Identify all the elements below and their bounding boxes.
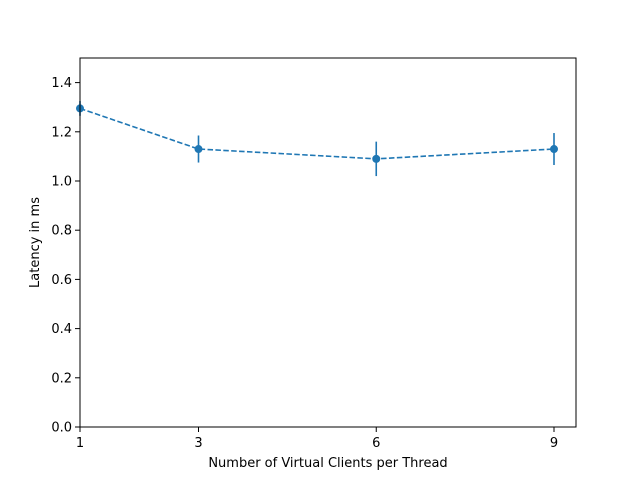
x-tick-label: 6 (372, 436, 380, 451)
series-layer (76, 101, 558, 177)
y-tick-label: 0.0 (51, 421, 72, 436)
y-axis-label: Latency in ms (28, 197, 43, 288)
x-tick-label: 3 (194, 436, 202, 451)
y-tick-label: 0.6 (51, 273, 72, 288)
x-tick-label: 9 (550, 436, 558, 451)
x-tick-label: 1 (76, 436, 84, 451)
y-tick-label: 0.8 (51, 224, 72, 239)
y-tick-label: 0.4 (51, 322, 72, 337)
series-line (79, 107, 555, 160)
plot-frame (79, 57, 577, 428)
y-tick-label: 0.2 (51, 371, 72, 386)
ticks-layer: 1 3 6 9 0.0 0.2 0.4 0.6 0.8 1.0 1.2 1.4 (51, 76, 558, 451)
data-point (194, 145, 203, 154)
y-tick-label: 1.4 (51, 76, 72, 91)
y-tick-label: 1.2 (51, 125, 72, 140)
y-tick-label: 1.0 (51, 175, 72, 190)
data-point (550, 145, 558, 154)
data-point (372, 154, 381, 163)
x-axis-label: Number of Virtual Clients per Thread (208, 456, 447, 471)
